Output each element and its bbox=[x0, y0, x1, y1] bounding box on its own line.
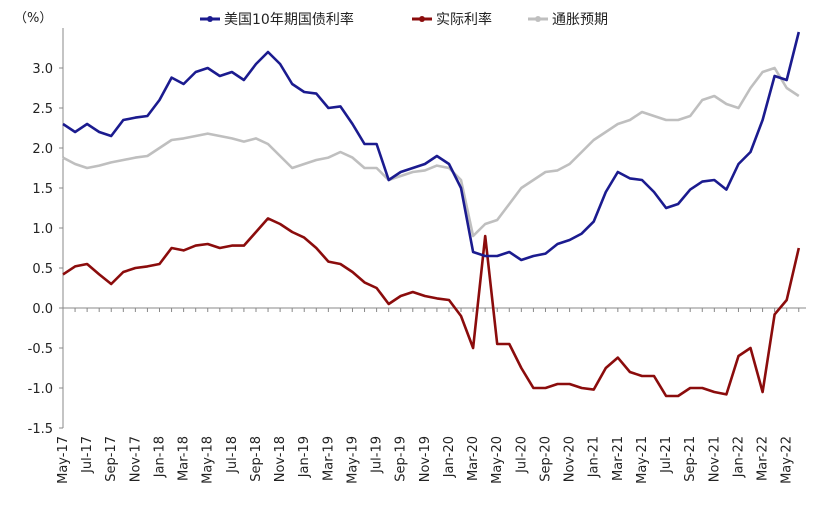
x-tick-label: Nov-17 bbox=[128, 436, 143, 482]
y-ticks: 3.0 2.5 2.0 1.5 1.0 0.5 0.0 -0.5 -1.0 -1.5 bbox=[28, 62, 63, 437]
y-tick-label: 3.0 bbox=[32, 62, 53, 77]
x-tick-label: May-20 bbox=[490, 436, 505, 484]
legend: 美国10年期国债利率 实际利率 通胀预期 bbox=[200, 11, 608, 28]
y-tick-label: -1.0 bbox=[28, 382, 53, 397]
y-tick-label: 2.0 bbox=[32, 142, 53, 157]
x-tick-label: Jul-19 bbox=[370, 436, 385, 474]
x-tick-label: Jul-17 bbox=[80, 436, 95, 474]
y-tick-label: 1.0 bbox=[32, 222, 53, 237]
x-tick-label: Jan-19 bbox=[297, 436, 312, 478]
y-tick-label: -1.5 bbox=[28, 422, 53, 437]
x-tick-label: Sep-17 bbox=[104, 436, 119, 482]
x-tick-label: Jan-20 bbox=[442, 436, 457, 478]
x-tick-label: Mar-18 bbox=[177, 436, 192, 481]
x-tick-label: Nov-19 bbox=[418, 436, 433, 482]
series-line-0 bbox=[62, 31, 801, 262]
y-tick-label: 0.5 bbox=[32, 262, 53, 277]
legend-label: 美国10年期国债利率 bbox=[224, 11, 354, 28]
x-tick-label: Jul-18 bbox=[225, 436, 240, 474]
series-lines bbox=[62, 31, 801, 398]
y-tick-label: -0.5 bbox=[28, 342, 53, 357]
x-tick-label: Sep-21 bbox=[683, 436, 698, 482]
x-tick-label: Jul-21 bbox=[659, 436, 674, 474]
legend-marker bbox=[419, 16, 425, 22]
x-tick-label: May-18 bbox=[201, 436, 216, 484]
x-tick-label: May-19 bbox=[345, 436, 360, 484]
x-tick-label: Mar-19 bbox=[321, 436, 336, 481]
x-tick-label: Mar-21 bbox=[611, 436, 626, 481]
x-tick-label: Jan-21 bbox=[587, 436, 602, 478]
x-tick-label: Nov-18 bbox=[273, 436, 288, 482]
legend-label: 通胀预期 bbox=[552, 12, 608, 28]
y-unit-label: （%） bbox=[14, 11, 52, 26]
x-ticks: May-17 Jul-17 Sep-17 Nov-17 Jan-18 Mar-18 May-… bbox=[56, 308, 800, 484]
x-tick-label: May-17 bbox=[56, 436, 71, 484]
series-line-2 bbox=[62, 66, 800, 238]
y-tick-label: 0.0 bbox=[32, 302, 53, 317]
y-tick-label: 1.5 bbox=[32, 182, 53, 197]
y-tick-label: 2.5 bbox=[32, 102, 53, 117]
x-tick-label: Sep-18 bbox=[249, 436, 264, 482]
x-tick-label: Sep-19 bbox=[394, 436, 409, 482]
x-tick-label: Jan-18 bbox=[152, 436, 167, 478]
x-tick-label: Sep-20 bbox=[538, 436, 553, 482]
x-tick-label: Jan-22 bbox=[731, 436, 746, 478]
series-line-1 bbox=[62, 217, 801, 398]
legend-marker bbox=[207, 16, 213, 22]
x-tick-label: Nov-21 bbox=[707, 436, 722, 482]
x-tick-label: May-22 bbox=[780, 436, 795, 484]
x-tick-label: Mar-22 bbox=[756, 436, 771, 481]
x-tick-label: Jul-20 bbox=[514, 436, 529, 474]
x-tick-label: May-21 bbox=[635, 436, 650, 484]
x-tick-label: Mar-20 bbox=[466, 436, 481, 481]
x-tick-label: Nov-20 bbox=[563, 436, 578, 482]
legend-marker bbox=[535, 16, 541, 22]
legend-label: 实际利率 bbox=[436, 11, 492, 28]
